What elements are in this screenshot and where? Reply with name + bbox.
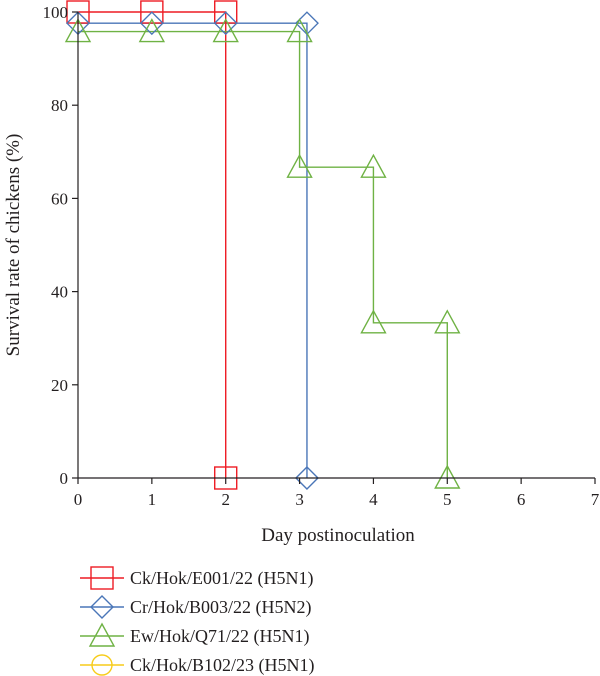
data-point-series-3 bbox=[360, 153, 387, 178]
y-tick-label: 20 bbox=[51, 376, 68, 395]
x-tick-label: 3 bbox=[295, 490, 304, 509]
data-point-series-2 bbox=[213, 11, 238, 36]
series-line-1 bbox=[78, 11, 227, 478]
y-tick-label: 40 bbox=[51, 283, 68, 302]
data-point-series-1 bbox=[140, 0, 164, 24]
plot-markers bbox=[64, 0, 461, 490]
x-tick-label: 7 bbox=[591, 490, 600, 509]
data-point-series-2 bbox=[139, 11, 164, 36]
data-point-series-3 bbox=[286, 18, 313, 43]
legend: Ck/Hok/E001/22 (H5N1) Cr/Hok/B003/22 (H5N… bbox=[80, 566, 315, 676]
legend-entry: Cr/Hok/B003/22 (H5N2) bbox=[80, 595, 312, 619]
legend-entry: Ew/Hok/Q71/22 (H5N1) bbox=[80, 622, 309, 647]
data-point-series-3 bbox=[212, 18, 239, 43]
x-axis-label: Day postinoculation bbox=[261, 525, 415, 546]
data-point-series-3 bbox=[360, 309, 387, 334]
x-tick-label: 4 bbox=[369, 490, 378, 509]
y-tick-label: 100 bbox=[43, 3, 69, 22]
data-point-series-3 bbox=[434, 464, 461, 489]
x-tick-label: 5 bbox=[443, 490, 452, 509]
y-tick-label: 80 bbox=[51, 96, 68, 115]
legend-label: Ck/Hok/B102/23 (H5N1) bbox=[130, 655, 315, 676]
data-point-series-3 bbox=[434, 309, 461, 334]
legend-marker bbox=[88, 622, 116, 647]
x-tick-label: 1 bbox=[148, 490, 157, 509]
legend-marker bbox=[90, 566, 114, 590]
legend-label: Cr/Hok/B003/22 (H5N2) bbox=[130, 597, 312, 618]
series-line-3 bbox=[78, 30, 448, 478]
data-point-series-3 bbox=[286, 153, 313, 178]
y-tick-label: 60 bbox=[51, 189, 68, 208]
x-tick-label: 6 bbox=[517, 490, 526, 509]
y-tick-label: 0 bbox=[60, 469, 69, 488]
axes: 0 1 2 3 4 5 6 7 0 20 40 60 80 100 bbox=[43, 3, 600, 509]
legend-label: Ck/Hok/E001/22 (H5N1) bbox=[130, 568, 314, 589]
legend-entry: Ck/Hok/E001/22 (H5N1) bbox=[80, 566, 314, 590]
x-tick-label: 0 bbox=[74, 490, 83, 509]
legend-marker bbox=[91, 654, 113, 676]
y-axis-label: Survival rate of chickens (%) bbox=[3, 134, 24, 357]
data-point-series-2 bbox=[294, 466, 319, 490]
legend-entry: Ck/Hok/B102/23 (H5N1) bbox=[80, 654, 315, 676]
data-point-series-3 bbox=[138, 18, 166, 43]
legend-label: Ew/Hok/Q71/22 (H5N1) bbox=[130, 626, 309, 647]
data-point-series-1 bbox=[214, 0, 238, 24]
legend-marker bbox=[90, 595, 114, 619]
series-line-2 bbox=[78, 22, 308, 478]
plot-lines bbox=[78, 11, 448, 478]
x-tick-label: 2 bbox=[221, 490, 230, 509]
